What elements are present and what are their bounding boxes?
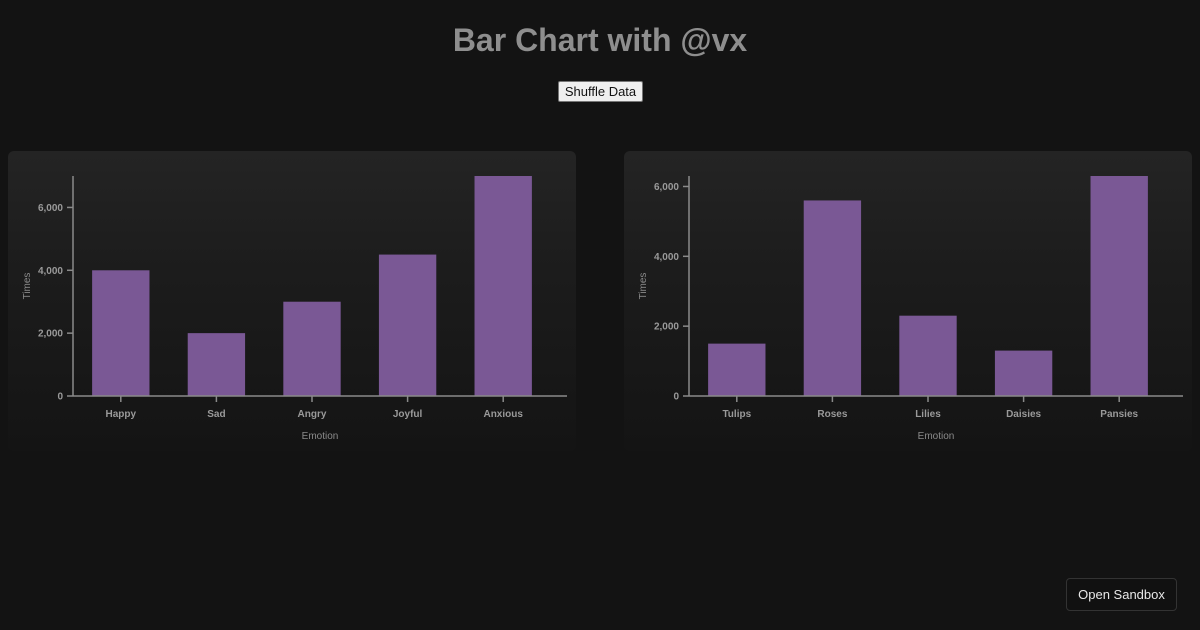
x-axis-label: Emotion (302, 431, 339, 442)
page-title: Bar Chart with @vx (452, 22, 748, 58)
x-tick-label: Joyful (393, 409, 423, 420)
y-axis-label: Times (22, 273, 33, 300)
y-tick-label: 4,000 (38, 266, 63, 277)
open-sandbox-button[interactable]: Open Sandbox (1066, 578, 1177, 611)
bar-happy (92, 270, 150, 396)
x-tick-label: Anxious (483, 409, 523, 420)
bar-anxious (474, 176, 532, 396)
x-tick-label: Daisies (1006, 409, 1041, 420)
y-tick-label: 0 (57, 392, 63, 403)
y-axis-label: Times (638, 273, 649, 300)
bar-pansies (1090, 176, 1148, 396)
bar-angry (283, 301, 341, 396)
bar-joyful (378, 254, 437, 396)
y-tick-label: 2,000 (38, 329, 63, 340)
x-tick-label: Pansies (1100, 409, 1138, 420)
bar-chart-emotions: 0 2,000 4,000 6,000 Happy Sad Angry Joyful Anxio… (22, 176, 567, 442)
x-tick-label: Angry (298, 409, 327, 420)
x-tick-label: Tulips (722, 409, 751, 420)
chart-panel-flowers: 0 2,000 4,000 6,000 Tulips Roses Lilies Daisies… (624, 151, 1192, 451)
bar-daisies (994, 350, 1053, 396)
y-tick-label: 6,000 (654, 182, 679, 193)
y-tick-label: 2,000 (654, 322, 679, 333)
shuffle-data-button[interactable]: Shuffle Data (558, 81, 643, 102)
chart-panel-emotions: 0 2,000 4,000 6,000 Happy Sad Angry Joyful Anxio… (8, 151, 576, 451)
bar-chart-flowers: 0 2,000 4,000 6,000 Tulips Roses Lilies Daisies… (638, 176, 1183, 442)
x-axis-label: Emotion (918, 431, 955, 442)
x-tick-label: Sad (207, 409, 225, 420)
x-tick-label: Roses (817, 409, 847, 420)
y-tick-label: 4,000 (654, 252, 679, 263)
bar-roses (803, 200, 862, 396)
bar-tulips (708, 343, 766, 396)
y-tick-label: 6,000 (38, 203, 63, 214)
bar-sad (187, 333, 246, 396)
bar-lilies (899, 315, 957, 396)
x-tick-label: Lilies (915, 409, 941, 420)
y-tick-label: 0 (673, 392, 679, 403)
x-tick-label: Happy (106, 409, 137, 420)
